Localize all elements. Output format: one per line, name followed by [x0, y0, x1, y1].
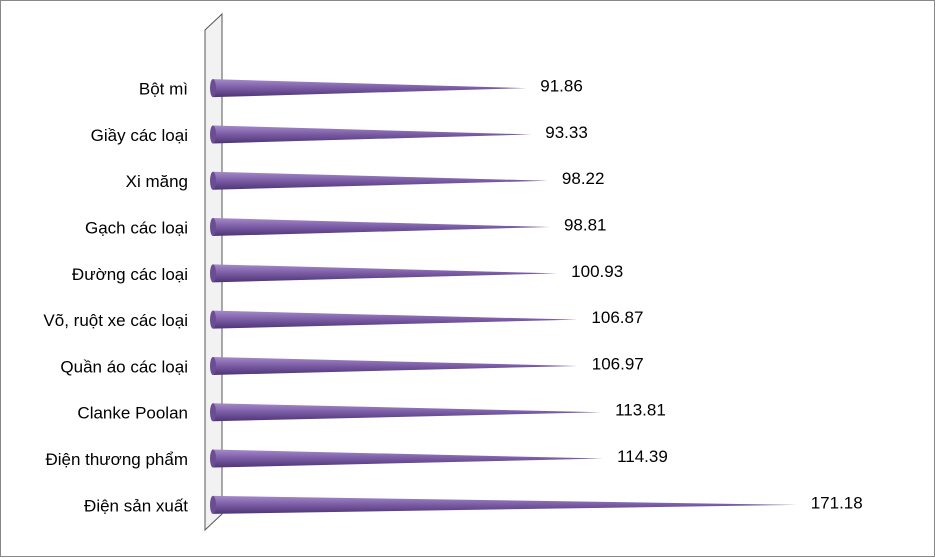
- value-label: 93.33: [545, 123, 588, 142]
- bar: [213, 264, 558, 283]
- bar-base: [210, 218, 216, 237]
- bar-base: [210, 125, 216, 144]
- bar-base: [210, 356, 216, 375]
- value-label: 106.97: [592, 354, 644, 373]
- bar-base: [210, 264, 216, 283]
- y-tick-label: Đường các loại: [72, 265, 188, 284]
- y-tick-label: Gạch các loại: [85, 219, 188, 238]
- bar-base: [210, 310, 216, 329]
- y-tick-label: Xi măng: [126, 172, 188, 191]
- value-label: 106.87: [591, 308, 643, 327]
- value-label: 91.86: [540, 77, 583, 96]
- bar: [213, 403, 602, 422]
- bar: [213, 171, 548, 190]
- bar-base: [210, 449, 216, 468]
- bar-base: [210, 403, 216, 422]
- bar: [213, 495, 797, 514]
- bar-base: [210, 79, 216, 98]
- value-label: 114.39: [617, 447, 668, 466]
- value-label: 171.18: [811, 493, 863, 512]
- bar-base: [210, 171, 216, 190]
- bar: [213, 79, 527, 98]
- bar: [213, 449, 604, 468]
- y-tick-label: Võ, ruột xe các loại: [43, 311, 188, 330]
- y-tick-label: Clanke Poolan: [77, 404, 188, 423]
- y-tick-label: Bột mì: [139, 80, 188, 99]
- bar: [213, 125, 532, 144]
- bar-base: [210, 495, 216, 514]
- bar: [213, 356, 578, 375]
- y-tick-label: Quần áo các loại: [60, 357, 188, 376]
- value-label: 98.81: [564, 216, 607, 235]
- y-tick-label: Điện sản xuất: [84, 496, 188, 515]
- value-label: 113.81: [615, 401, 666, 420]
- bar: [213, 310, 578, 329]
- value-label: 100.93: [571, 262, 623, 281]
- value-label: 98.22: [562, 169, 605, 188]
- y-tick-label: Giầy các loại: [91, 126, 188, 145]
- bar: [213, 218, 550, 237]
- y-tick-label: Điện thương phẩm: [45, 450, 188, 469]
